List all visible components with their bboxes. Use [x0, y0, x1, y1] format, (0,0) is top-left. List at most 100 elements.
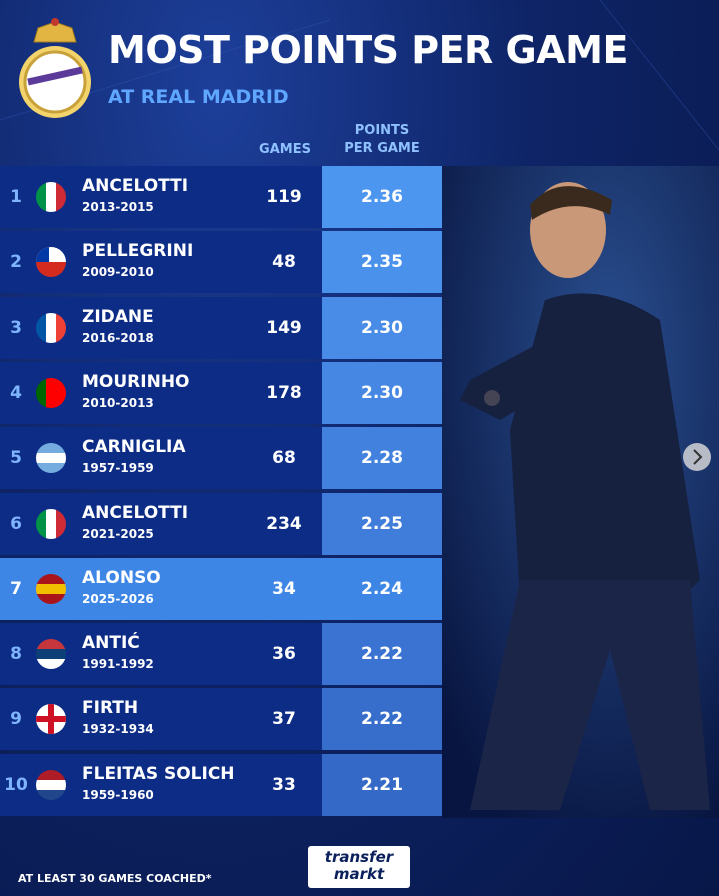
rank: 5 [10, 448, 22, 469]
flag [36, 443, 66, 474]
games: 234 [266, 513, 302, 534]
table-row: 8 ANTIĆ 1991-1992 36 2.22 [0, 623, 442, 686]
column-header: POINTS PER GAME [344, 123, 420, 156]
coach-years: 1957-1959 [82, 461, 154, 476]
rank: 6 [10, 513, 22, 534]
coach-name: MOURINHO [82, 371, 190, 392]
ppg-wrap: 2.24 [322, 558, 442, 620]
coach-years: 2009-2010 [82, 265, 154, 280]
flag-wrap [36, 639, 66, 673]
flag-wrap [36, 508, 66, 543]
coach-name: PELLEGRINI [82, 241, 194, 262]
flag-wrap [36, 247, 66, 281]
flag-wrap [36, 704, 66, 738]
brand-logo: transfer markt [308, 846, 410, 888]
flag [36, 508, 66, 539]
subtitle: AT REAL MADRID [108, 86, 289, 108]
points-per-game: 2.35 [361, 252, 403, 273]
flag-wrap [36, 443, 66, 477]
coach-name: ANTIĆ [82, 633, 140, 654]
table-row: 9 FIRTH 1932-1934 37 2.22 [0, 688, 442, 751]
coach-years: 2021-2025 [82, 526, 154, 541]
ppg-cell [322, 753, 442, 816]
table-row: 4 MOURINHO 2010-2013 178 2.30 [0, 361, 442, 424]
ppg-cell [322, 166, 442, 228]
club-crest [19, 18, 91, 118]
coach-years: 2010-2013 [82, 395, 154, 410]
flag-wrap [36, 312, 66, 347]
games: 119 [266, 187, 302, 207]
table-row: 10 FLEITAS SOLICH 1959-1960 33 2.21 [0, 753, 442, 816]
ppg-wrap: 2.22 [322, 623, 442, 685]
ppg-cell [322, 492, 442, 555]
rank: 7 [10, 578, 22, 599]
flag-wrap [36, 377, 66, 412]
flag [36, 247, 66, 278]
title: MOST POINTS PER GAME [108, 28, 628, 72]
table-row: 6 ANCELOTTI 2021-2025 234 2.25 [0, 492, 442, 555]
games: 48 [272, 252, 296, 273]
flag [36, 639, 66, 670]
ppg-cell [322, 688, 442, 751]
points-per-game: 2.21 [361, 774, 403, 795]
ppg-wrap: 2.35 [322, 231, 442, 293]
ppg-wrap: 2.30 [322, 362, 442, 424]
coach-name: ALONSO [82, 567, 161, 588]
table-row: 1 ANCELOTTI 2013-2015 119 2.36 [0, 166, 442, 228]
coach-name: FLEITAS SOLICH [82, 763, 235, 784]
coach-name: ANCELOTTI [82, 502, 189, 523]
ppg-wrap: 2.25 [322, 493, 442, 555]
points-per-game: 2.25 [361, 513, 403, 534]
rank: 8 [10, 644, 22, 665]
coach-photo [460, 182, 710, 810]
ppg-cell [322, 427, 442, 490]
rank: 4 [10, 382, 22, 403]
games: 178 [266, 382, 302, 403]
flag [36, 769, 66, 800]
coach-name: CARNIGLIA [82, 437, 186, 458]
table-row: 2 PELLEGRINI 2009-2010 48 2.35 [0, 231, 442, 294]
ppg-wrap: 2.30 [322, 297, 442, 359]
rank: 2 [10, 252, 22, 273]
table-row: 3 ZIDANE 2016-2018 149 2.30 [0, 296, 442, 359]
table-row: 5 CARNIGLIA 1957-1959 68 2.28 [0, 427, 442, 490]
coach-years: 2013-2015 [82, 200, 154, 214]
ppg-wrap: 2.28 [322, 427, 442, 489]
ppg-cell [322, 361, 442, 424]
rank: 9 [10, 709, 22, 730]
points-per-game: 2.30 [361, 382, 403, 403]
points-per-game: 2.28 [361, 448, 403, 469]
flag [36, 182, 66, 212]
coach-years: 1959-1960 [82, 787, 154, 802]
rank: 1 [10, 187, 22, 207]
flag [36, 704, 66, 735]
flag-wrap [36, 182, 66, 216]
points-per-game: 2.22 [361, 709, 403, 730]
games: 68 [272, 448, 296, 469]
points-per-game: 2.30 [361, 317, 403, 338]
coach-years: 2016-2018 [82, 330, 154, 345]
games: 36 [272, 644, 296, 665]
points-per-game: 2.36 [361, 187, 403, 207]
games: 37 [272, 709, 296, 730]
coach-name: FIRTH [82, 698, 139, 719]
coach-name: ZIDANE [82, 306, 154, 327]
games: 33 [272, 774, 296, 795]
ppg-wrap: 2.36 [322, 166, 442, 228]
games: 34 [272, 578, 296, 599]
flag [36, 573, 66, 604]
coach-years: 1932-1934 [82, 722, 154, 737]
ppg-wrap: 2.22 [322, 688, 442, 750]
coach-years: 1991-1992 [82, 657, 154, 672]
ppg-cell [322, 231, 442, 294]
points-per-game: 2.24 [361, 578, 403, 599]
ppg-cell [322, 296, 442, 359]
flag-wrap [36, 769, 66, 804]
ppg-wrap: 2.21 [322, 754, 442, 816]
flag [36, 312, 66, 343]
coach-name: ANCELOTTI [82, 176, 189, 196]
points-per-game: 2.22 [361, 644, 403, 665]
games: 149 [266, 317, 302, 338]
